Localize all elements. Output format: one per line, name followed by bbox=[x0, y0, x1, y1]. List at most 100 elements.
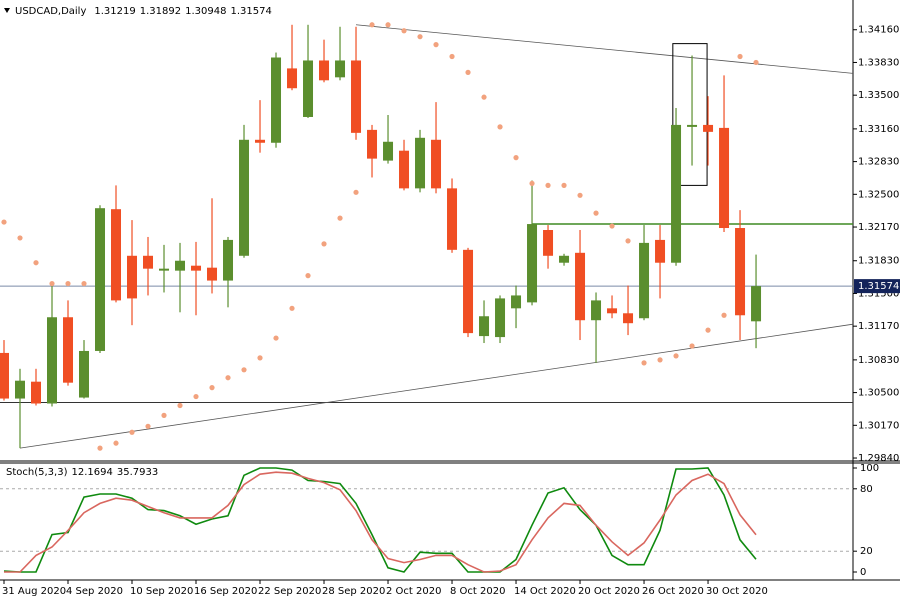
sar-dot bbox=[241, 367, 247, 373]
y-tick-label: 0 bbox=[860, 567, 866, 578]
sar-dot bbox=[417, 34, 423, 40]
candle-body bbox=[751, 286, 762, 322]
stoch-title: Stoch(5,3,3) bbox=[6, 467, 68, 478]
candle-body bbox=[719, 127, 730, 229]
candle-body bbox=[735, 228, 746, 316]
y-tick-label: 1.30830 bbox=[858, 355, 899, 366]
candle-body bbox=[655, 239, 666, 263]
sar-dot bbox=[545, 182, 551, 188]
candle-body bbox=[127, 255, 138, 299]
candle-body bbox=[0, 352, 10, 399]
x-tick-label: 31 Aug 2020 bbox=[2, 586, 66, 597]
candle-body bbox=[95, 208, 106, 351]
candle-body bbox=[399, 150, 410, 189]
price-label: 1.31574 bbox=[858, 281, 899, 292]
candle-body bbox=[671, 124, 682, 263]
x-tick-label: 22 Sep 2020 bbox=[258, 586, 321, 597]
candle-body bbox=[79, 350, 90, 398]
candle-body bbox=[431, 139, 442, 189]
sar-dot bbox=[209, 385, 215, 391]
sar-dot bbox=[449, 53, 455, 60]
trendline bbox=[355, 24, 854, 74]
candle-body bbox=[639, 242, 650, 319]
x-tick-label: 4 Sep 2020 bbox=[66, 586, 123, 597]
candle-body bbox=[575, 252, 586, 321]
sar-dot bbox=[353, 189, 359, 195]
candle-body bbox=[191, 265, 202, 271]
header: USDCAD,Daily 1.31219 1.31892 1.30948 1.31574 bbox=[15, 6, 272, 17]
sar-dot bbox=[609, 223, 615, 229]
sar-dot bbox=[721, 312, 727, 318]
candle-body bbox=[271, 57, 282, 143]
candle-body bbox=[319, 60, 330, 81]
stoch-line bbox=[4, 471, 757, 573]
candle-body bbox=[223, 239, 234, 281]
sar-dot bbox=[705, 327, 711, 333]
y-tick-label: 1.30170 bbox=[858, 420, 899, 431]
sar-dot bbox=[289, 305, 295, 311]
candle-body bbox=[255, 139, 266, 143]
x-tick-label: 2 Oct 2020 bbox=[386, 586, 441, 597]
y-tick-label: 1.32500 bbox=[858, 189, 899, 200]
x-tick-label: 28 Sep 2020 bbox=[322, 586, 385, 597]
sar-dot bbox=[625, 238, 631, 244]
candle-body bbox=[351, 60, 362, 133]
candle-body bbox=[335, 60, 346, 78]
x-tick-label: 8 Oct 2020 bbox=[450, 586, 505, 597]
candle-body bbox=[159, 268, 170, 271]
candle-body bbox=[15, 380, 26, 399]
sar-dot bbox=[673, 353, 679, 359]
high: 1.31892 bbox=[140, 6, 181, 17]
sar-dot bbox=[17, 235, 23, 241]
sar-dot bbox=[513, 155, 519, 161]
sar-dot bbox=[689, 343, 695, 349]
sar-dot bbox=[385, 22, 391, 28]
y-tick-label: 1.30500 bbox=[858, 388, 899, 399]
sar-dot bbox=[257, 355, 263, 361]
candle-body bbox=[175, 260, 186, 271]
candle-body bbox=[415, 137, 426, 189]
y-tick-label: 1.31170 bbox=[858, 321, 899, 332]
y-tick-label: 1.33500 bbox=[858, 90, 899, 101]
x-tick-label: 10 Sep 2020 bbox=[130, 586, 193, 597]
open: 1.31219 bbox=[94, 6, 135, 17]
sar-dot bbox=[273, 335, 279, 341]
candle-body bbox=[447, 188, 458, 250]
candle-body bbox=[367, 129, 378, 159]
sar-dot bbox=[369, 22, 375, 28]
y-tick-label: 80 bbox=[860, 484, 873, 495]
y-tick-label: 1.31500 bbox=[858, 288, 899, 299]
sar-dot bbox=[561, 182, 567, 188]
menu-triangle bbox=[4, 8, 10, 13]
stoch-k: 12.1694 bbox=[71, 467, 112, 478]
sar-dot bbox=[337, 215, 343, 221]
candle-body bbox=[143, 255, 154, 269]
sar-dot bbox=[737, 53, 743, 60]
y-tick-label: 1.31830 bbox=[858, 256, 899, 267]
sar-dot bbox=[145, 423, 151, 429]
stoch-line bbox=[3, 467, 757, 573]
candle-body bbox=[463, 249, 474, 334]
candle-body bbox=[383, 141, 394, 161]
candle-body bbox=[495, 298, 506, 338]
candle-body bbox=[623, 313, 634, 324]
sar-dot bbox=[657, 357, 663, 363]
sar-dot bbox=[129, 429, 135, 435]
x-tick-label: 26 Oct 2020 bbox=[642, 586, 704, 597]
sar-dot bbox=[33, 260, 39, 266]
y-tick-label: 1.34160 bbox=[858, 25, 899, 36]
candle-body bbox=[687, 124, 698, 127]
y-tick-label: 1.32170 bbox=[858, 222, 899, 233]
y-tick-label: 100 bbox=[860, 463, 879, 474]
sar-dot bbox=[225, 375, 231, 381]
stoch-d: 35.7933 bbox=[117, 467, 158, 478]
sar-dot bbox=[321, 241, 327, 247]
symbol: USDCAD,Daily bbox=[15, 6, 86, 17]
close: 1.31574 bbox=[230, 6, 271, 17]
y-tick-label: 1.33830 bbox=[858, 57, 899, 68]
candle-body bbox=[607, 308, 618, 314]
sar-dot bbox=[113, 440, 119, 446]
y-tick-label: 20 bbox=[860, 546, 873, 557]
sar-dot bbox=[481, 94, 487, 100]
